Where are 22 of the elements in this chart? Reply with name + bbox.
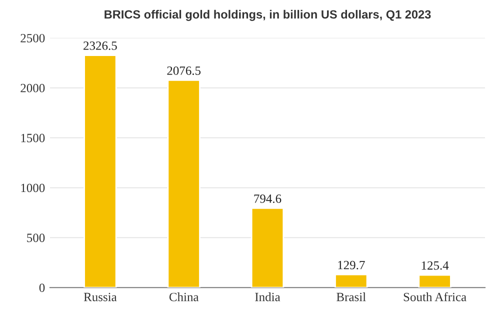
y-tick-label: 0 <box>39 284 45 292</box>
data-label: 2326.5 <box>84 42 117 50</box>
bar <box>334 274 368 288</box>
x-tick-label: Russia <box>84 292 117 302</box>
chart-title: BRICS official gold holdings, in billion US dollars, Q1 2023 <box>104 10 431 21</box>
y-tick-label: 2500 <box>20 34 45 42</box>
bar <box>84 54 117 288</box>
y-tick-label: 500 <box>27 234 45 242</box>
x-tick-label: India <box>255 292 280 302</box>
y-tick-label: 2000 <box>20 84 45 92</box>
bar <box>418 274 452 288</box>
data-label: 125.4 <box>422 261 449 270</box>
x-tick-label: China <box>169 292 199 302</box>
data-label: 794.6 <box>254 194 282 203</box>
y-tick-label: 1000 <box>21 184 45 192</box>
y-tick-label: 1500 <box>21 134 45 142</box>
bar <box>250 208 284 288</box>
x-tick-label: Brasil <box>336 292 366 302</box>
bar <box>167 80 200 288</box>
data-label: 129.7 <box>338 260 365 270</box>
x-tick-label: South Africa <box>404 292 466 302</box>
data-label: 2076.5 <box>167 66 201 75</box>
